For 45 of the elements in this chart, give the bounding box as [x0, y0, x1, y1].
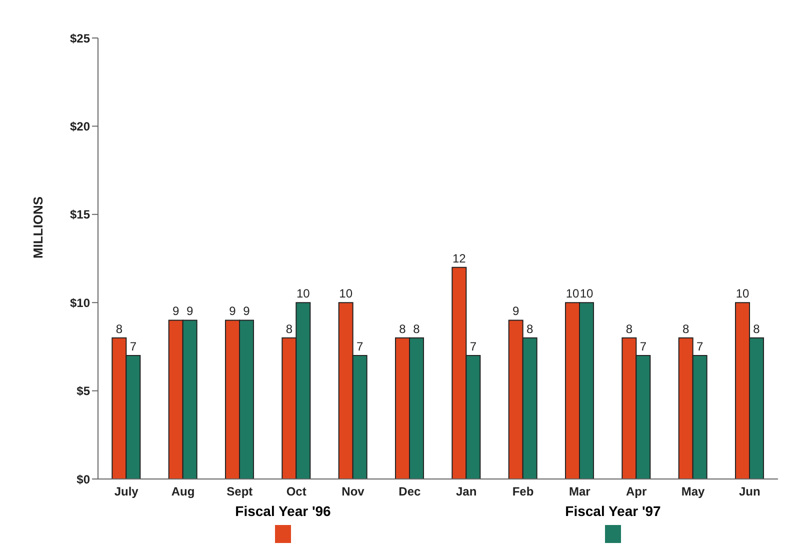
x-tick-label: Dec — [398, 484, 421, 499]
data-label: 12 — [452, 251, 466, 266]
x-tick-label: Apr — [626, 484, 647, 499]
data-label: 10 — [736, 286, 750, 301]
data-label: 7 — [696, 340, 704, 354]
y-tick-label: $0 — [76, 472, 90, 486]
y-tick-label: $10 — [70, 296, 90, 310]
data-label: 8 — [399, 322, 406, 336]
data-label: 9 — [243, 304, 250, 318]
data-label: 7 — [470, 340, 477, 354]
x-tick-label: Nov — [342, 484, 365, 499]
y-tick-label: $5 — [76, 384, 90, 398]
data-label: 8 — [526, 322, 534, 336]
data-label: 10 — [566, 286, 580, 301]
data-label: 8 — [682, 322, 690, 336]
data-label: 10 — [296, 286, 310, 301]
data-label: 9 — [512, 304, 520, 318]
y-axis-title: MILLIONS — [30, 196, 46, 258]
x-tick-label: Jun — [738, 484, 760, 499]
data-label: 8 — [286, 322, 293, 336]
data-label: 8 — [626, 322, 633, 336]
series-label: Fiscal Year '96 — [235, 503, 331, 519]
data-label: 7 — [356, 340, 364, 354]
x-tick-label: Aug — [171, 484, 195, 499]
y-tick-label: $25 — [70, 31, 90, 46]
x-tick-label: Sept — [226, 484, 253, 499]
x-tick-label: Feb — [512, 484, 534, 499]
x-tick-label: Mar — [568, 484, 591, 499]
data-label: 9 — [229, 304, 236, 318]
data-label: 8 — [753, 322, 760, 336]
data-label: 8 — [413, 322, 420, 336]
data-label: 7 — [130, 340, 137, 354]
y-tick-label: $15 — [70, 208, 90, 222]
x-tick-label: May — [681, 484, 705, 499]
x-tick-label: Jan — [456, 484, 477, 499]
data-label: 10 — [339, 286, 353, 301]
data-label: 8 — [116, 322, 123, 336]
data-label: 9 — [186, 304, 194, 318]
x-tick-label: Oct — [286, 484, 306, 499]
data-label: 10 — [580, 286, 594, 301]
data-label: 7 — [640, 340, 647, 354]
x-tick-label: July — [114, 484, 139, 499]
data-label: 9 — [172, 304, 180, 318]
series-label: Fiscal Year '97 — [565, 503, 661, 519]
y-tick-label: $20 — [70, 119, 90, 134]
